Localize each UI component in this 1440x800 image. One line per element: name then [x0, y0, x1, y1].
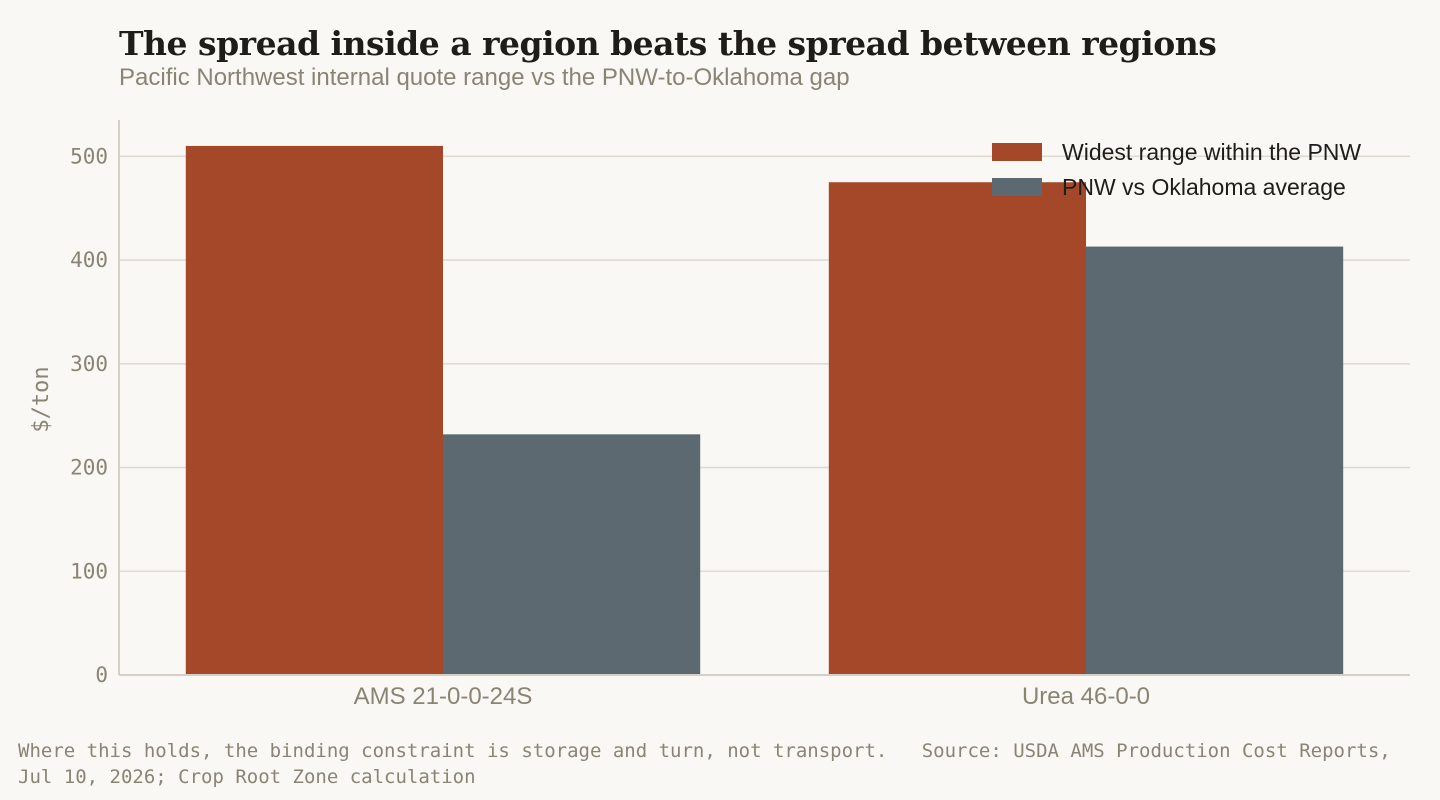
bar: [185, 145, 444, 676]
y-tick-label: 400: [70, 248, 108, 272]
footer-note: Where this holds, the binding constraint…: [18, 740, 888, 762]
chart-subtitle: Pacific Northwest internal quote range v…: [119, 64, 850, 91]
chart-title: The spread inside a region beats the spr…: [119, 24, 1217, 63]
footer-source: Source: USDA AMS Production Cost Reports…: [18, 740, 1391, 788]
y-axis-label: $/ton: [29, 366, 54, 432]
legend-label: Widest range within the PNW: [1062, 139, 1361, 165]
axes: 0 100 200 300 400 500 AMS 21-0-0-24S Urea 46-0-…: [29, 120, 1410, 710]
bar-chart: 0 100 200 300 400 500 AMS 21-0-0-24S Urea 46-0-…: [29, 120, 1410, 710]
y-tick-label: 0: [95, 663, 108, 687]
bar: [443, 434, 701, 675]
legend-swatch: [992, 143, 1042, 161]
bar: [828, 182, 1086, 676]
footer: Where this holds, the binding constraint…: [18, 738, 1418, 790]
legend-swatch: [992, 178, 1042, 196]
bar: [1086, 246, 1344, 676]
y-tick-label: 500: [70, 144, 108, 168]
y-tick-label: 200: [70, 456, 108, 480]
y-tick-label: 100: [70, 559, 108, 583]
x-tick-label: Urea 46-0-0: [1022, 683, 1150, 710]
legend-label: PNW vs Oklahoma average: [1062, 174, 1346, 200]
legend: Widest range within the PNW PNW vs Oklaho…: [992, 139, 1361, 200]
x-tick-label: AMS 21-0-0-24S: [354, 683, 533, 710]
y-tick-label: 300: [70, 352, 108, 376]
bars: [185, 145, 1344, 676]
